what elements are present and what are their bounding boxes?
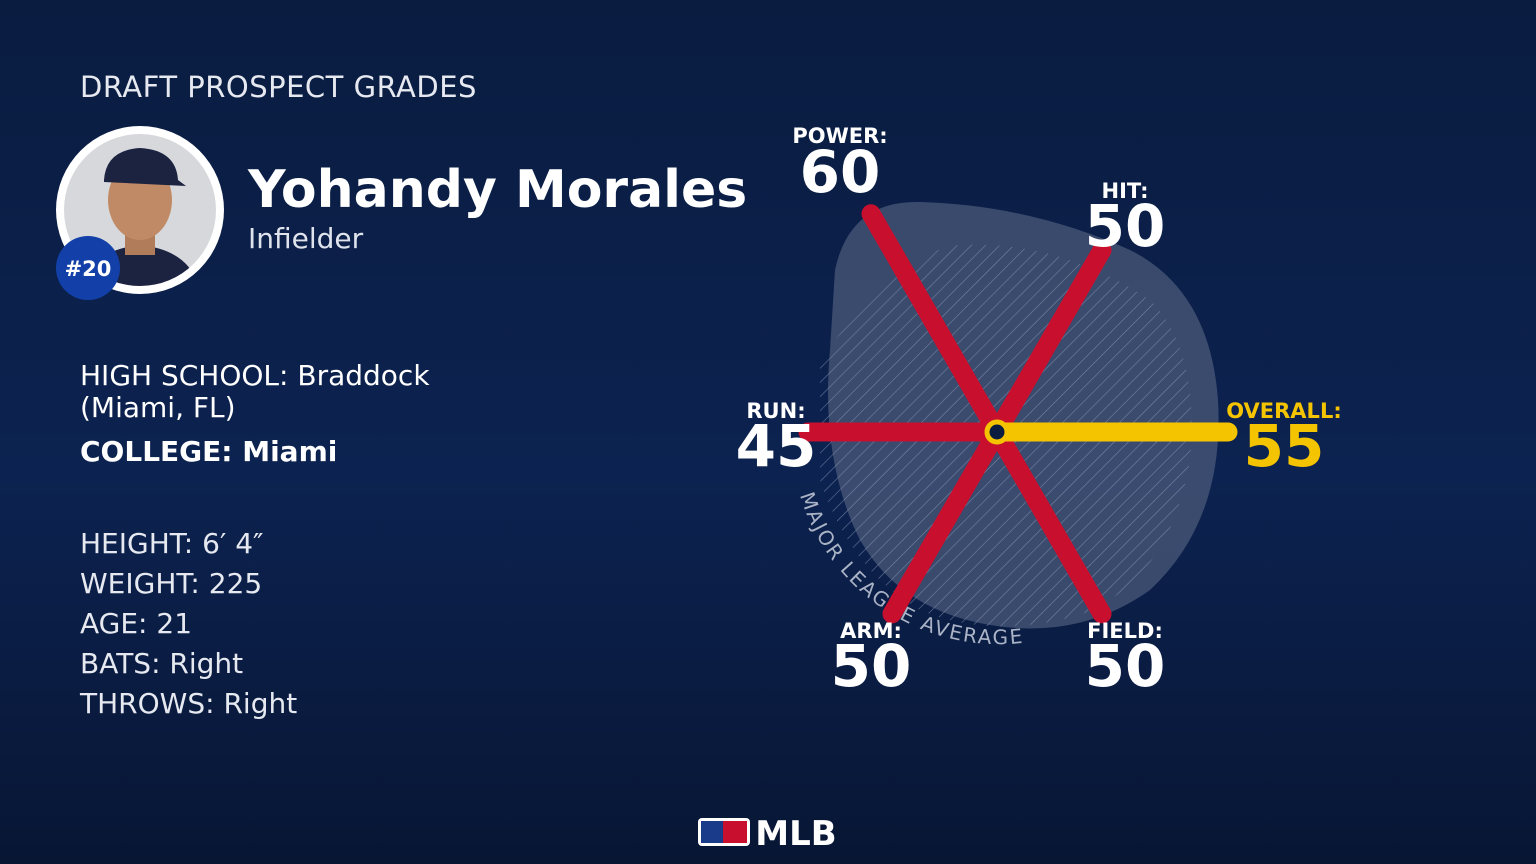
grade-label: OVERALL: — [1226, 399, 1341, 423]
bio-label: THROWS: — [80, 687, 215, 720]
bio-label: BATS: — [80, 647, 161, 680]
bio-label: WEIGHT: — [80, 567, 200, 600]
bio-label: AGE: — [80, 607, 148, 640]
grade-spoke — [861, 204, 1007, 442]
grade-label: HIT: — [1102, 179, 1149, 203]
bio-value: 6′ 4″ — [202, 527, 264, 560]
bio-row: AGE: 21 — [80, 607, 192, 640]
school-label: COLLEGE: — [80, 435, 233, 468]
player-position: Infielder — [248, 222, 364, 255]
rank: #20 — [65, 257, 112, 281]
school-value: Braddock (Miami, FL) — [80, 359, 430, 424]
grade-spoke — [987, 422, 1112, 624]
grade-label: ARM: — [840, 619, 902, 643]
bio-value: Right — [223, 687, 298, 720]
school-label: HIGH SCHOOL: — [80, 359, 289, 392]
grade-value: 50 — [831, 632, 912, 700]
bio-row: WEIGHT: 225 — [80, 567, 262, 600]
player-name: Yohandy Morales — [248, 160, 748, 220]
header: DRAFT PROSPECT GRADES — [80, 70, 477, 104]
bio-row: THROWS: Right — [80, 687, 297, 720]
grade-label: FIELD: — [1087, 619, 1163, 643]
grade-label: POWER: — [792, 124, 887, 148]
grade-spoke — [882, 422, 1007, 624]
bio-row: BATS: Right — [80, 647, 243, 680]
grade-spoke — [987, 240, 1112, 442]
grade-value: 50 — [1085, 632, 1166, 700]
bio-label: HEIGHT: — [80, 527, 194, 560]
grade-label: RUN: — [746, 399, 805, 423]
bio-value: 21 — [156, 607, 193, 640]
logo: MLB — [698, 814, 837, 854]
logo-text: MLB — [755, 814, 836, 854]
grade-value: 45 — [736, 412, 817, 480]
school-row: COLLEGE: Miami — [80, 436, 500, 468]
bio-value: Right — [169, 647, 244, 680]
spokes — [798, 204, 1238, 624]
grade-value: 60 — [800, 138, 881, 206]
bio-value: 225 — [208, 567, 263, 600]
school-value: Miami — [242, 435, 338, 468]
rank-badge — [56, 236, 120, 300]
grade-labels: POWER:60 HIT:50RUN:45OVERALL:55ARM:50FIEL… — [736, 124, 1342, 700]
grade-value: 55 — [1244, 412, 1325, 480]
school-row: HIGH SCHOOL: Braddock (Miami, FL) — [80, 360, 500, 424]
grade-value: 50 — [1085, 192, 1166, 260]
bio-row: HEIGHT: 6′ 4″ — [80, 527, 263, 560]
center-dot — [984, 419, 1010, 445]
